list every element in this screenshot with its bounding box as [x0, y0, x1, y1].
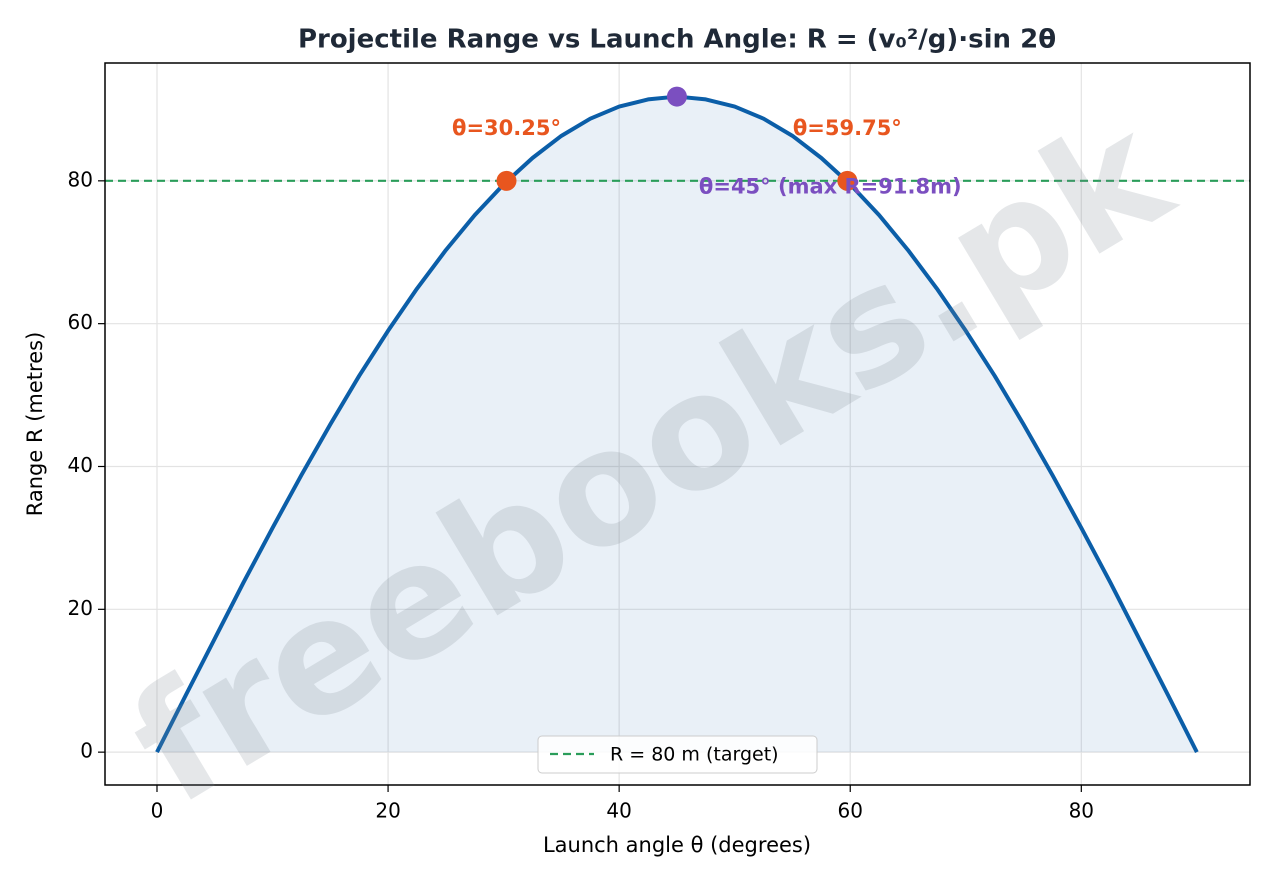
y-tick-label: 0: [80, 739, 93, 763]
y-axis-label: Range R (metres): [23, 332, 47, 517]
annotation: θ=59.75°: [793, 116, 902, 140]
marker: [496, 170, 517, 191]
chart-title: Projectile Range vs Launch Angle: R = (v…: [298, 25, 1056, 55]
marker: [666, 86, 687, 107]
marker: [837, 170, 858, 191]
legend-box: [537, 735, 818, 774]
x-axis-label: Launch angle θ (degrees): [543, 833, 811, 857]
x-tick-label: 60: [838, 799, 863, 823]
annotation: θ=30.25°: [452, 116, 561, 140]
area-fill: [156, 96, 1197, 753]
legend: R = 80 m (target): [537, 735, 818, 774]
plot-frame: [104, 62, 1251, 786]
y-tick-label: 60: [68, 310, 93, 334]
y-tick-label: 80: [68, 167, 93, 191]
legend-label: R = 80 m (target): [610, 744, 779, 766]
x-tick-label: 0: [151, 799, 164, 823]
x-tick-label: 20: [375, 799, 400, 823]
x-tick-label: 40: [606, 799, 631, 823]
y-tick-label: 40: [68, 453, 93, 477]
y-tick-label: 20: [68, 596, 93, 620]
annotation: θ=45° (max R=91.8m): [699, 175, 962, 199]
x-tick-label: 80: [1069, 799, 1094, 823]
